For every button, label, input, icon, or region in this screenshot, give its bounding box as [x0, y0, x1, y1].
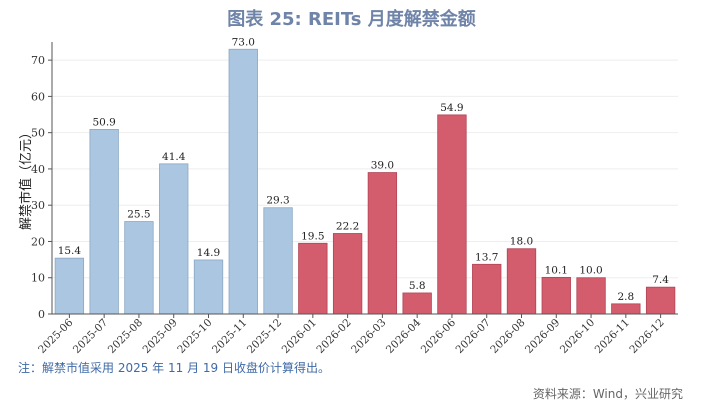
x-tick-label: 2025-10 [175, 317, 214, 356]
y-tick-label: 70 [31, 54, 45, 67]
data-label: 54.9 [440, 102, 463, 114]
data-label: 18.0 [510, 236, 533, 248]
bar-2026-02 [332, 233, 363, 315]
data-label: 29.3 [266, 195, 289, 207]
y-axis-label: 解禁市值（亿元） [18, 126, 34, 230]
data-label: 2.8 [617, 291, 634, 303]
x-tick-label: 2026-04 [384, 316, 424, 356]
data-label: 7.4 [652, 274, 669, 286]
gridlines [52, 59, 678, 279]
x-tick-label: 2026-09 [523, 317, 562, 356]
x-axis: 2025-062025-072025-082025-092025-102025-… [36, 313, 678, 356]
x-tick-label: 2025-09 [140, 317, 179, 356]
x-tick-label: 2026-07 [453, 317, 492, 356]
x-tick-label: 2026-08 [488, 317, 527, 356]
footnote: 注：解禁市值采用 2025 年 11 月 19 日收盘价计算得出。 [18, 361, 330, 375]
source-text: 资料来源：Wind，兴业研究 [532, 387, 683, 401]
bar-2026-07 [472, 263, 502, 315]
y-tick-label: 10 [31, 272, 45, 285]
data-label: 41.4 [162, 151, 186, 163]
data-label: 73.0 [232, 36, 255, 48]
bar-2026-01 [298, 242, 328, 315]
y-tick-label: 50 [31, 127, 45, 140]
bar-2025-06 [54, 257, 85, 315]
y-tick-label: 60 [31, 90, 45, 103]
data-label: 10.0 [579, 265, 602, 277]
x-tick-label: 2026-02 [314, 317, 353, 356]
y-tick-label: 0 [38, 308, 45, 321]
x-tick-label: 2026-10 [558, 317, 597, 356]
bar-2026-03 [367, 172, 398, 315]
bar-2026-10 [576, 277, 606, 315]
data-label: 10.1 [545, 264, 568, 276]
bar-2025-09 [159, 163, 189, 315]
y-axis: 0 10 20 30 40 50 60 70 解禁市值（亿元） [18, 42, 53, 321]
x-tick-label: 2025-12 [245, 317, 284, 356]
bar-2026-06 [437, 114, 467, 315]
data-label: 15.4 [58, 245, 82, 257]
chart-title: 图表 25: REITs 月度解禁金额 [227, 9, 476, 30]
x-tick-label: 2025-11 [210, 317, 249, 356]
y-tick-label: 40 [31, 163, 45, 176]
x-tick-label: 2025-06 [36, 316, 76, 356]
bar-2026-08 [506, 248, 537, 315]
data-label: 50.9 [92, 116, 115, 128]
x-tick-label: 2026-01 [280, 317, 319, 356]
data-label: 39.0 [371, 160, 394, 172]
x-tick-label: 2025-07 [71, 317, 110, 356]
x-tick-label: 2025-08 [106, 317, 145, 356]
x-tick-label: 2026-06 [419, 316, 459, 356]
bars [54, 48, 676, 315]
bar-2026-12 [645, 286, 676, 315]
bar-2025-07 [89, 129, 119, 315]
x-tick-label: 2026-03 [349, 317, 388, 356]
bar-2025-08 [124, 221, 154, 315]
x-tick-label: 2026-11 [593, 317, 632, 356]
bar-2025-10 [193, 259, 224, 315]
y-tick-label: 20 [31, 235, 45, 248]
bar-2026-11 [611, 303, 641, 315]
data-labels: 15.4 50.9 25.5 41.4 14.9 73.0 29.3 19.5 22.2 39.0… [58, 36, 670, 303]
data-label: 14.9 [197, 247, 220, 259]
data-label: 19.5 [301, 230, 324, 242]
x-tick-label: 2026-12 [627, 317, 666, 356]
bar-2025-12 [263, 207, 293, 315]
bar-2026-09 [541, 276, 571, 315]
bar-2025-11 [228, 48, 258, 315]
data-label: 22.2 [336, 220, 359, 232]
y-tick-label: 30 [31, 199, 45, 212]
data-label: 25.5 [127, 209, 150, 221]
data-label: 13.7 [475, 251, 498, 263]
data-label: 5.8 [409, 280, 426, 292]
bar-2026-04 [402, 292, 432, 315]
